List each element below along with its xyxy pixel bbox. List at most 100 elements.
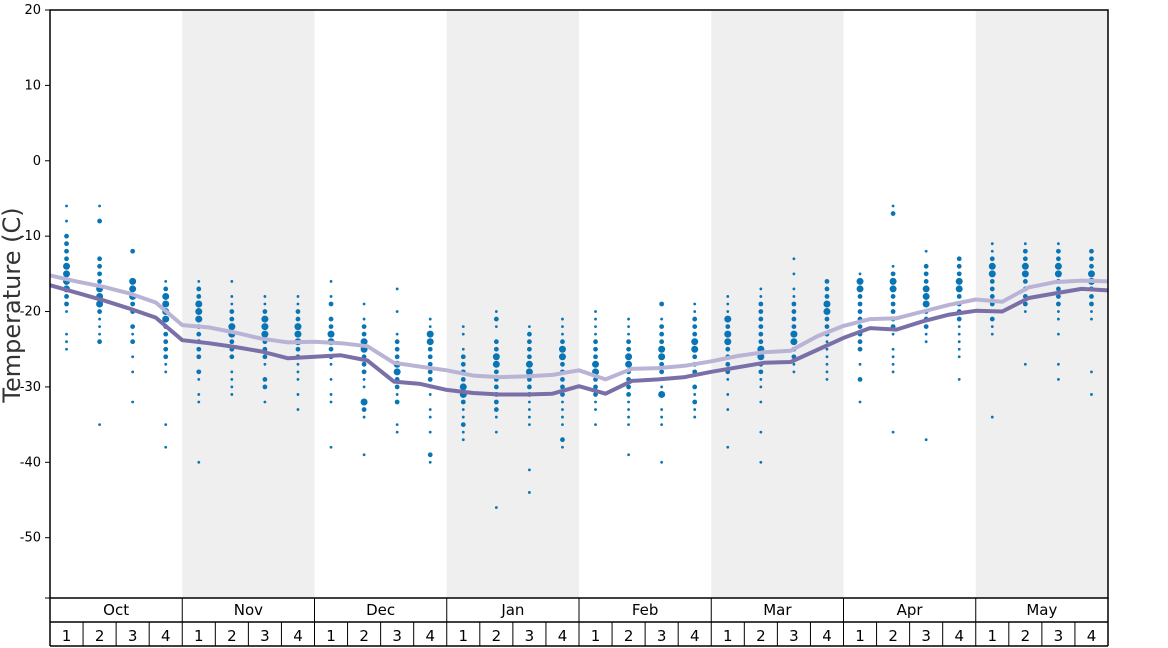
- data-point: [427, 452, 433, 458]
- data-point: [461, 415, 465, 419]
- month-shade: [446, 10, 579, 598]
- data-point: [626, 346, 631, 352]
- data-point: [296, 302, 300, 306]
- data-point: [759, 295, 763, 298]
- data-point: [626, 384, 631, 390]
- data-point: [759, 400, 763, 404]
- data-point: [857, 376, 863, 382]
- data-point: [955, 277, 963, 285]
- data-point: [593, 339, 598, 345]
- data-point: [956, 271, 962, 277]
- data-point: [1022, 256, 1028, 262]
- data-point: [329, 393, 333, 396]
- data-point: [956, 256, 962, 262]
- data-point: [956, 263, 962, 269]
- data-point: [956, 294, 962, 299]
- data-point: [659, 369, 665, 375]
- data-point: [492, 360, 500, 368]
- data-point: [825, 355, 829, 359]
- data-point: [825, 340, 829, 344]
- data-point: [627, 423, 630, 427]
- data-point: [627, 408, 630, 411]
- data-point: [263, 302, 267, 306]
- data-point: [560, 384, 565, 390]
- data-point: [858, 272, 862, 276]
- data-point: [131, 370, 135, 374]
- data-point: [393, 368, 401, 376]
- data-point: [759, 287, 763, 291]
- data-point: [660, 460, 664, 464]
- week-label: 2: [492, 627, 502, 645]
- y-axis: 20 10 0 -10 -20 -30 -40 -50: [20, 3, 50, 599]
- data-point: [97, 309, 102, 314]
- data-point: [857, 346, 863, 352]
- data-point: [1090, 370, 1093, 374]
- data-point: [791, 316, 797, 322]
- data-point: [528, 400, 531, 404]
- data-point: [759, 377, 763, 381]
- data-point: [593, 354, 598, 360]
- data-point: [230, 295, 234, 298]
- data-point: [792, 272, 796, 276]
- data-point: [1021, 262, 1029, 270]
- week-label: 3: [525, 627, 535, 645]
- data-point: [428, 460, 432, 464]
- week-label: 3: [657, 627, 667, 645]
- data-point: [1023, 310, 1027, 313]
- data-point: [294, 330, 302, 338]
- data-point: [792, 370, 796, 374]
- data-point: [65, 347, 68, 351]
- data-point: [261, 323, 269, 331]
- data-point: [791, 324, 797, 330]
- data-point: [65, 340, 68, 344]
- data-point: [162, 292, 170, 300]
- data-point: [890, 301, 896, 307]
- data-point: [196, 354, 202, 360]
- data-point: [361, 361, 367, 367]
- data-point: [494, 506, 498, 509]
- data-point: [361, 369, 367, 375]
- data-point: [660, 385, 664, 389]
- data-point: [229, 354, 235, 360]
- data-point: [362, 302, 366, 306]
- y-tick-label: -40: [20, 455, 41, 470]
- data-point: [296, 362, 300, 366]
- data-point: [130, 248, 136, 254]
- data-point: [296, 408, 300, 411]
- data-point: [725, 361, 731, 367]
- data-point: [329, 445, 333, 449]
- data-point: [261, 315, 269, 323]
- week-label: 3: [128, 627, 138, 645]
- data-point: [1089, 263, 1094, 269]
- data-point: [296, 370, 300, 374]
- data-point: [989, 256, 995, 262]
- data-point: [889, 285, 897, 293]
- data-point: [528, 325, 531, 329]
- data-point: [692, 384, 698, 390]
- data-point: [426, 330, 434, 338]
- data-point: [561, 400, 564, 404]
- data-point: [724, 330, 732, 338]
- data-point: [759, 460, 763, 464]
- data-point: [758, 301, 764, 307]
- data-point: [527, 384, 532, 390]
- data-point: [460, 399, 466, 405]
- data-point: [428, 393, 432, 396]
- data-point: [560, 361, 565, 367]
- data-point: [825, 377, 829, 381]
- month-shade: [711, 10, 844, 598]
- data-point: [857, 339, 863, 345]
- data-point: [395, 310, 399, 313]
- data-point: [98, 332, 101, 336]
- week-label: 3: [260, 627, 270, 645]
- data-point: [395, 332, 399, 336]
- data-point: [262, 384, 268, 390]
- data-point: [164, 423, 168, 427]
- data-point: [428, 317, 432, 321]
- data-point: [427, 346, 433, 352]
- data-point: [724, 315, 732, 323]
- month-shade: [975, 10, 1108, 598]
- data-point: [627, 453, 630, 457]
- data-point: [891, 355, 895, 359]
- data-point: [957, 347, 961, 351]
